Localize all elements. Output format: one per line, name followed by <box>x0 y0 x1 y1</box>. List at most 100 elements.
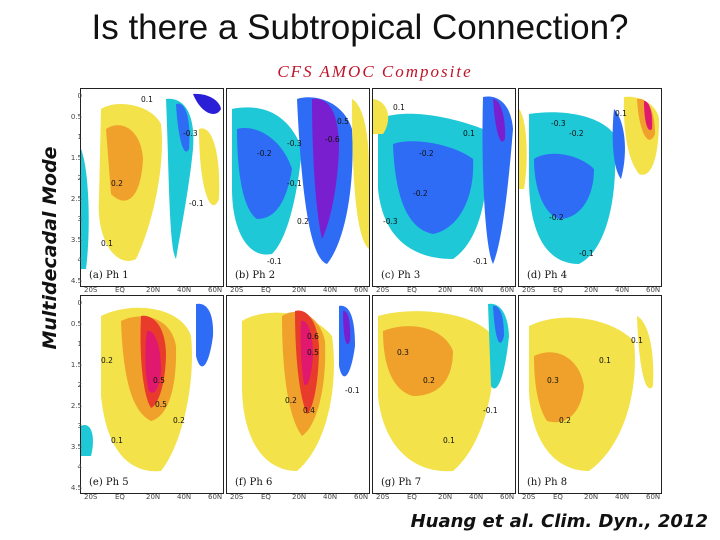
depth-tick: 0 <box>77 92 82 100</box>
latitude-tick: 40N <box>615 286 630 294</box>
latitude-tick: EQ <box>261 493 271 501</box>
contour-label: 0.5 <box>153 376 165 385</box>
latitude-tick: EQ <box>407 286 417 294</box>
panel-label: (a) Ph 1 <box>87 270 131 281</box>
contour-map <box>519 296 661 493</box>
panel-ph4: -0.3 -0.2 0.1 -0.2 -0.1 (d) Ph 4 <box>518 88 662 287</box>
latitude-tick: 60N <box>208 286 223 294</box>
contour-map <box>373 296 515 493</box>
contour-label: 0.2 <box>297 217 309 226</box>
panel-label: (b) Ph 2 <box>233 270 278 281</box>
contour-label: -0.1 <box>267 257 282 266</box>
latitude-tick: 40N <box>177 493 192 501</box>
depth-tick: 0.5 <box>70 112 82 121</box>
latitude-tick: 20S <box>230 493 244 501</box>
contour-label: 0.2 <box>423 376 435 385</box>
panel-label: (e) Ph 5 <box>87 477 131 488</box>
contour-label: 0.1 <box>111 436 123 445</box>
contour-label: 0.1 <box>443 436 455 445</box>
latitude-tick: 60N <box>500 286 515 294</box>
latitude-tick: 20N <box>292 493 307 501</box>
panel-label: (g) Ph 7 <box>379 477 424 488</box>
contour-label: 0.5 <box>307 348 319 357</box>
depth-tick: 2.5 <box>70 401 82 410</box>
contour-label: -0.2 <box>549 213 564 222</box>
latitude-tick: 20S <box>84 493 98 501</box>
latitude-tick: EQ <box>553 493 563 501</box>
latitude-tick: EQ <box>115 493 125 501</box>
depth-tick: 1.5 <box>70 360 82 369</box>
latitude-tick: 40N <box>323 493 338 501</box>
depth-tick: 3 <box>77 215 82 224</box>
figure-subtitle: CFS AMOC Composite <box>277 62 473 81</box>
panel-label: (f) Ph 6 <box>233 477 275 488</box>
contour-label: 0.4 <box>303 406 315 415</box>
depth-tick: 2.5 <box>70 194 82 203</box>
contour-label: 0.5 <box>337 117 349 126</box>
panel-ph2: -0.3 -0.6 0.5 -0.2 -0.1 0.2 -0.1 (b) Ph … <box>226 88 370 287</box>
depth-tick: 4.5 <box>70 277 82 285</box>
latitude-tick: 40N <box>177 286 192 294</box>
depth-tick: 4 <box>77 256 82 265</box>
contour-label: -0.3 <box>383 217 398 226</box>
contour-label: -0.1 <box>189 199 204 208</box>
latitude-tick: 60N <box>354 493 369 501</box>
depth-tick: 2 <box>77 381 82 390</box>
latitude-tick: EQ <box>261 286 271 294</box>
panel-label: (c) Ph 3 <box>379 270 423 281</box>
latitude-tick: 20N <box>292 286 307 294</box>
contour-label: -0.2 <box>413 189 428 198</box>
latitude-tick: 20N <box>584 286 599 294</box>
y-axis-label: Multidecadal Mode <box>39 146 61 350</box>
contour-map <box>81 296 223 493</box>
depth-tick: 3.5 <box>70 235 82 244</box>
contour-label: 0.6 <box>307 332 319 341</box>
contour-label: 0.5 <box>155 400 167 409</box>
citation: Huang et al. Clim. Dyn., 2012 <box>410 511 708 532</box>
contour-label: 0.1 <box>631 336 643 345</box>
contour-label: 0.2 <box>101 356 113 365</box>
latitude-tick: 20S <box>376 493 390 501</box>
contour-label: -0.1 <box>345 386 360 395</box>
contour-label: 0.2 <box>111 179 123 188</box>
latitude-tick: EQ <box>115 286 125 294</box>
contour-label: -0.1 <box>579 249 594 258</box>
depth-tick: 1 <box>77 133 82 142</box>
contour-label: -0.1 <box>287 179 302 188</box>
depth-tick: 1.5 <box>70 153 82 162</box>
depth-tick: 0.5 <box>70 319 82 328</box>
contour-label: -0.2 <box>257 149 272 158</box>
latitude-tick: 20N <box>438 493 453 501</box>
contour-label: 0.1 <box>599 356 611 365</box>
latitude-tick: 60N <box>354 286 369 294</box>
latitude-tick: 40N <box>469 286 484 294</box>
contour-label: 0.2 <box>285 396 297 405</box>
panel-ph8: 0.3 0.1 0.2 0.1 (h) Ph 8 <box>518 295 662 494</box>
latitude-tick: 40N <box>323 286 338 294</box>
contour-label: 0.1 <box>463 129 475 138</box>
depth-tick: 4.5 <box>70 484 82 492</box>
latitude-tick: 60N <box>646 286 661 294</box>
latitude-tick: 20N <box>146 286 161 294</box>
contour-label: -0.1 <box>473 257 488 266</box>
contour-label: -0.6 <box>325 135 340 144</box>
contour-label: -0.3 <box>183 129 198 138</box>
contour-label: 0.1 <box>393 103 405 112</box>
contour-label: 0.2 <box>559 416 571 425</box>
contour-map <box>81 89 223 286</box>
panel-ph6: 0.6 0.5 0.2 -0.1 0.4 (f) Ph 6 <box>226 295 370 494</box>
panel-ph5: 0.2 0.5 0.5 0.2 0.1 (e) Ph 5 <box>80 295 224 494</box>
contour-label: -0.3 <box>287 139 302 148</box>
depth-tick: 3.5 <box>70 442 82 451</box>
contour-label: 0.2 <box>173 416 185 425</box>
latitude-tick: 20S <box>230 286 244 294</box>
panel-ph7: 0.3 0.2 0.1 -0.1 (g) Ph 7 <box>372 295 516 494</box>
contour-label: 0.1 <box>141 95 153 104</box>
contour-map <box>227 89 369 286</box>
latitude-tick: 20N <box>438 286 453 294</box>
depth-tick: 2 <box>77 174 82 183</box>
latitude-tick: 20S <box>376 286 390 294</box>
contour-label: -0.2 <box>569 129 584 138</box>
depth-tick: 4 <box>77 463 82 472</box>
depth-tick: 0 <box>77 299 82 307</box>
